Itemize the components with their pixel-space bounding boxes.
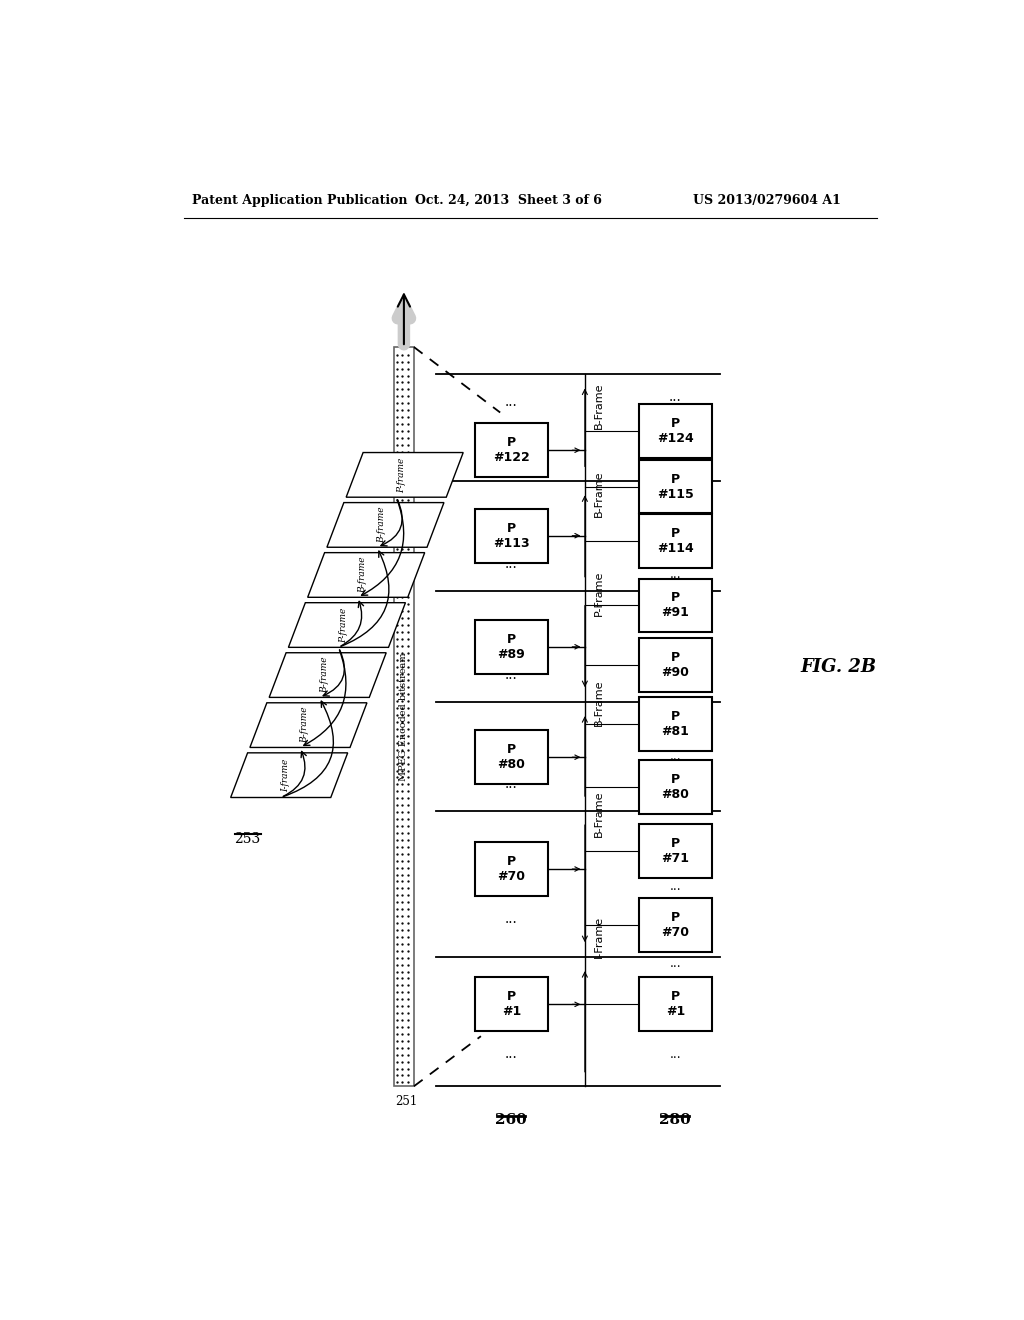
Text: P
#1: P #1 — [666, 990, 685, 1018]
Text: ...: ... — [505, 557, 518, 572]
Text: ...: ... — [505, 776, 518, 791]
Bar — [639, 697, 712, 751]
Text: P
#91: P #91 — [662, 591, 689, 619]
Text: P
#115: P #115 — [657, 473, 693, 500]
Bar — [475, 730, 548, 784]
Text: B-frame: B-frame — [358, 557, 368, 593]
Bar — [475, 508, 548, 562]
Text: ...: ... — [670, 825, 681, 838]
Text: FIG. 2B: FIG. 2B — [801, 657, 877, 676]
Text: ...: ... — [670, 688, 681, 701]
Text: I-frame: I-frame — [282, 759, 290, 792]
Text: US 2013/0279604 A1: US 2013/0279604 A1 — [692, 194, 841, 207]
Bar — [639, 404, 712, 458]
Polygon shape — [269, 653, 386, 697]
Text: 260: 260 — [496, 1113, 527, 1127]
Text: ...: ... — [670, 750, 681, 763]
Text: B-frame: B-frame — [300, 706, 309, 743]
Text: P
#81: P #81 — [662, 710, 689, 738]
Text: P
#114: P #114 — [657, 528, 693, 556]
Text: ...: ... — [670, 957, 681, 970]
Bar — [475, 620, 548, 673]
Bar — [475, 424, 548, 477]
Text: ...: ... — [505, 1047, 518, 1061]
Text: P-frame: P-frame — [339, 607, 348, 643]
Text: 253: 253 — [234, 832, 261, 846]
Text: B-frame: B-frame — [378, 507, 386, 544]
Text: P
#70: P #70 — [662, 911, 689, 940]
Text: ...: ... — [670, 451, 681, 463]
Bar — [475, 842, 548, 896]
Text: ...: ... — [670, 880, 681, 894]
Text: P
#70: P #70 — [498, 855, 525, 883]
Text: P
#122: P #122 — [493, 436, 529, 465]
Text: ...: ... — [505, 459, 518, 474]
Text: P-Frame: P-Frame — [594, 570, 604, 616]
Bar — [475, 977, 548, 1031]
Text: 280: 280 — [659, 1113, 691, 1127]
Text: B-Frame: B-Frame — [594, 791, 604, 837]
Text: ...: ... — [505, 668, 518, 681]
Text: B-Frame: B-Frame — [594, 680, 604, 726]
Text: ...: ... — [670, 630, 681, 643]
Text: ...: ... — [505, 396, 518, 409]
Text: MPEG Encoded bitstream: MPEG Encoded bitstream — [399, 652, 409, 781]
Text: P-frame: P-frame — [396, 457, 406, 492]
Text: P
#124: P #124 — [657, 417, 693, 445]
Polygon shape — [289, 603, 406, 647]
Text: B-Frame: B-Frame — [594, 383, 604, 429]
Bar — [394, 347, 414, 1086]
Bar — [639, 638, 712, 692]
Text: ...: ... — [505, 912, 518, 925]
Text: Oct. 24, 2013  Sheet 3 of 6: Oct. 24, 2013 Sheet 3 of 6 — [416, 194, 602, 207]
Text: ...: ... — [669, 389, 682, 404]
Polygon shape — [307, 553, 425, 598]
Polygon shape — [346, 453, 463, 498]
Text: I-Frame: I-Frame — [594, 916, 604, 958]
Polygon shape — [250, 702, 367, 747]
Bar — [639, 760, 712, 814]
Text: Patent Application Publication: Patent Application Publication — [193, 194, 408, 207]
Text: 251: 251 — [395, 1096, 418, 1109]
Bar — [639, 899, 712, 952]
Bar — [639, 824, 712, 878]
Text: P
#1: P #1 — [502, 990, 521, 1018]
Text: B-Frame: B-Frame — [594, 470, 604, 517]
Bar — [639, 515, 712, 569]
Text: B-frame: B-frame — [319, 657, 329, 693]
Bar — [639, 459, 712, 513]
Text: P
#80: P #80 — [662, 774, 689, 801]
Bar — [639, 977, 712, 1031]
Text: P
#113: P #113 — [493, 521, 529, 549]
Bar — [639, 578, 712, 632]
Text: P
#71: P #71 — [662, 837, 689, 865]
Text: P
#90: P #90 — [662, 651, 689, 678]
Text: ...: ... — [670, 510, 681, 523]
Polygon shape — [327, 503, 444, 548]
Text: ...: ... — [670, 1048, 681, 1061]
Text: ...: ... — [670, 569, 681, 581]
Text: P
#89: P #89 — [498, 632, 525, 661]
Polygon shape — [230, 752, 348, 797]
Text: P
#80: P #80 — [498, 743, 525, 771]
